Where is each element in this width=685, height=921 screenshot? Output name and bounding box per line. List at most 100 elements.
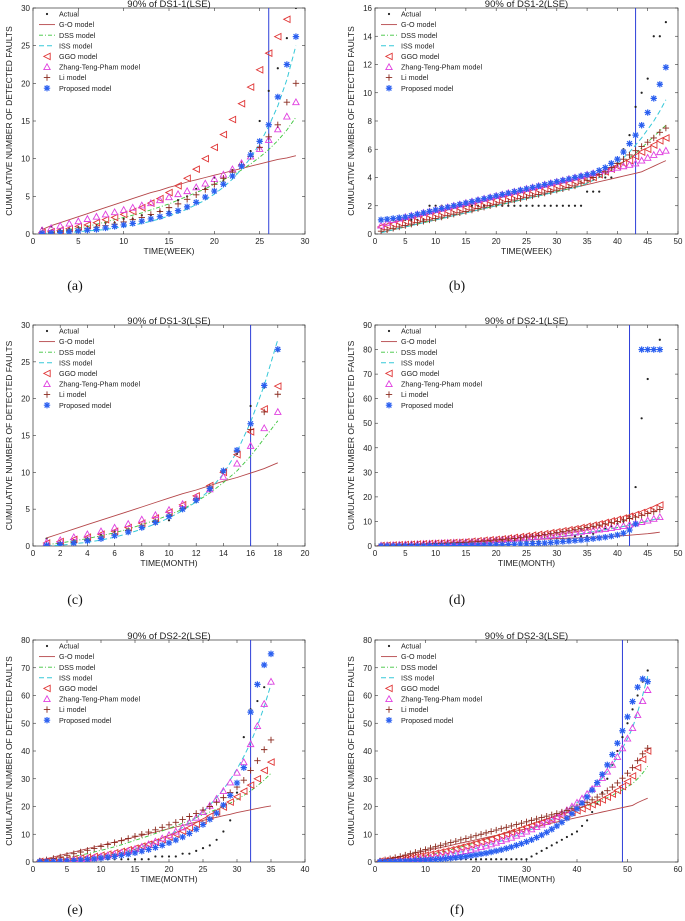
data-point-actual bbox=[604, 176, 607, 179]
data-point-proposed bbox=[183, 203, 191, 211]
data-point-zhang-teng-pham bbox=[625, 160, 634, 168]
data-point-proposed bbox=[523, 185, 530, 192]
data-point-proposed bbox=[233, 779, 241, 787]
data-point-proposed bbox=[626, 526, 633, 534]
data-point-proposed bbox=[608, 532, 615, 540]
legend-label-dss: DSS model bbox=[401, 348, 438, 357]
legend-label-li: Li model bbox=[401, 73, 429, 82]
data-point-li bbox=[511, 535, 518, 542]
y-tick-label: 10 bbox=[21, 468, 30, 477]
legend-marker-actual bbox=[387, 329, 391, 333]
data-point-li bbox=[202, 186, 209, 193]
data-point-li bbox=[517, 534, 524, 541]
data-point-proposed bbox=[57, 229, 64, 234]
y-tick-label: 6 bbox=[368, 145, 373, 154]
data-point-li bbox=[274, 121, 281, 128]
data-point-zhang-teng-pham bbox=[497, 836, 506, 844]
data-point-actual bbox=[586, 190, 589, 193]
legend-marker-ggo bbox=[384, 684, 393, 693]
data-point-ggo bbox=[527, 821, 536, 830]
data-point-proposed bbox=[131, 849, 139, 857]
data-point-li bbox=[432, 843, 439, 850]
data-point-li bbox=[529, 532, 536, 540]
data-point-actual bbox=[634, 485, 637, 489]
data-point-proposed bbox=[638, 346, 645, 353]
data-point-zhang-teng-pham bbox=[571, 528, 579, 536]
data-point-li bbox=[614, 518, 621, 525]
data-point-li bbox=[256, 144, 263, 151]
data-point-li bbox=[650, 134, 657, 142]
x-tick-label: 16 bbox=[246, 549, 255, 558]
data-point-proposed bbox=[63, 857, 71, 862]
data-point-li bbox=[656, 129, 664, 136]
data-point-li bbox=[644, 745, 651, 752]
data-point-li bbox=[265, 133, 272, 141]
data-point-proposed bbox=[444, 542, 451, 546]
x-axis-label: TIME(MONTH) bbox=[140, 558, 197, 568]
data-point-li bbox=[442, 840, 449, 848]
y-tick-label: 70 bbox=[21, 664, 30, 673]
data-point-proposed bbox=[535, 182, 542, 190]
data-point-actual bbox=[525, 204, 528, 207]
data-point-proposed bbox=[43, 542, 50, 546]
y-tick-label: 16 bbox=[363, 4, 372, 13]
data-point-proposed bbox=[147, 215, 155, 223]
chart-panel-a: 0 5 10 15 20 25 30 0 5 10 15 20 25 30 90% of DS1-1(LSE… bbox=[4, 0, 310, 294]
data-point-zhang-teng-pham bbox=[522, 827, 531, 835]
data-point-zhang-teng-pham bbox=[192, 813, 201, 821]
data-point-proposed bbox=[523, 540, 530, 546]
data-point-zhang-teng-pham bbox=[264, 135, 273, 143]
data-point-zhang-teng-pham bbox=[477, 842, 486, 851]
data-point-zhang-teng-pham bbox=[124, 519, 133, 527]
data-point-li bbox=[553, 529, 560, 536]
data-point-ggo bbox=[264, 49, 273, 58]
series-line-go bbox=[41, 155, 297, 230]
data-point-li bbox=[624, 770, 631, 777]
data-point-proposed bbox=[389, 215, 397, 222]
chart-title: 90% of DS2-1(LSE) bbox=[485, 316, 568, 327]
legend-label-li: Li model bbox=[59, 390, 87, 399]
data-point-li bbox=[179, 816, 186, 823]
data-point-proposed bbox=[620, 148, 627, 156]
legend-label-iss: ISS model bbox=[401, 673, 435, 682]
data-point-ggo bbox=[253, 774, 262, 783]
legend-label-actual: Actual bbox=[401, 642, 421, 651]
x-tick-label: 5 bbox=[76, 237, 81, 246]
data-point-proposed bbox=[457, 853, 465, 861]
data-point-li bbox=[220, 794, 227, 801]
data-point-actual bbox=[636, 694, 639, 697]
data-point-proposed bbox=[559, 538, 567, 545]
data-point-li bbox=[626, 515, 633, 522]
data-point-proposed bbox=[120, 221, 127, 229]
data-point-proposed bbox=[227, 792, 234, 799]
data-point-li bbox=[444, 212, 451, 219]
data-point-zhang-teng-pham bbox=[601, 524, 610, 532]
data-point-li bbox=[565, 527, 573, 534]
legend-label-iss: ISS model bbox=[401, 358, 435, 367]
data-point-li bbox=[165, 821, 173, 829]
data-point-proposed bbox=[620, 530, 627, 537]
legend-label-li: Li model bbox=[59, 705, 87, 714]
data-point-proposed bbox=[381, 858, 389, 862]
data-point-actual bbox=[573, 204, 577, 207]
data-point-proposed bbox=[156, 213, 164, 220]
data-point-proposed bbox=[493, 847, 500, 855]
data-point-ggo bbox=[637, 148, 646, 157]
data-point-proposed bbox=[589, 535, 597, 542]
data-point-actual bbox=[195, 187, 198, 190]
data-point-li bbox=[543, 813, 550, 820]
data-point-actual bbox=[256, 699, 259, 703]
data-point-ggo bbox=[661, 134, 670, 142]
data-point-li bbox=[377, 227, 385, 234]
data-point-proposed bbox=[577, 536, 585, 544]
data-point-zhang-teng-pham bbox=[273, 407, 282, 415]
data-point-li bbox=[118, 837, 125, 844]
x-tick-label: 15 bbox=[461, 549, 470, 558]
data-point-actual bbox=[485, 858, 488, 861]
x-tick-label: 0 bbox=[31, 237, 36, 246]
x-tick-label: 30 bbox=[233, 865, 242, 874]
data-point-actual bbox=[646, 77, 649, 80]
data-point-actual bbox=[505, 858, 508, 861]
legend-marker-li bbox=[385, 391, 393, 398]
data-point-li bbox=[571, 182, 579, 190]
